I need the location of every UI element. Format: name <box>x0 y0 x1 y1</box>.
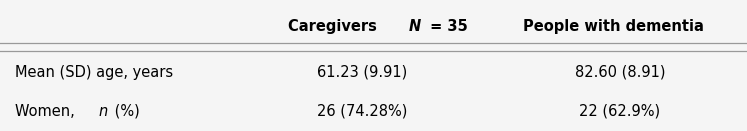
Text: Mean (SD) age, years: Mean (SD) age, years <box>15 65 173 80</box>
Text: 26 (74.28%): 26 (74.28%) <box>317 104 407 119</box>
Text: 61.23 (9.91): 61.23 (9.91) <box>317 65 407 80</box>
Text: = 35: = 35 <box>425 19 468 34</box>
Text: People with dementia: People with dementia <box>523 19 709 34</box>
Text: n: n <box>98 104 108 119</box>
Text: Women,: Women, <box>15 104 79 119</box>
Text: 22 (62.9%): 22 (62.9%) <box>580 104 660 119</box>
Text: 82.60 (8.91): 82.60 (8.91) <box>574 65 666 80</box>
Text: Caregivers: Caregivers <box>288 19 382 34</box>
Text: N: N <box>409 19 421 34</box>
Text: (%): (%) <box>110 104 140 119</box>
